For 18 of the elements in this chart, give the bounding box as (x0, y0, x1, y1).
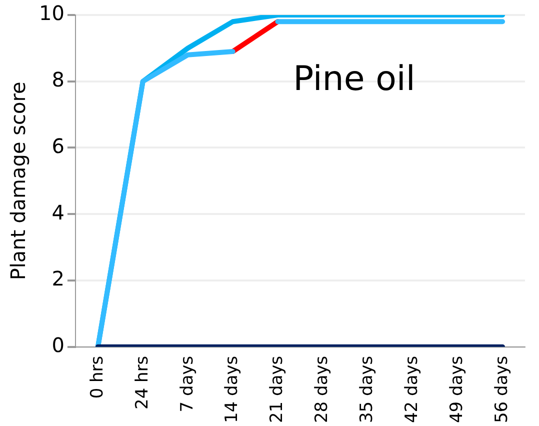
y-axis-title: Plant damage score (6, 82, 30, 280)
x-tick-label: 24 hrs (132, 356, 152, 410)
x-tick-label: 49 days (446, 356, 467, 424)
x-tick-label: 35 days (357, 356, 378, 424)
x-tick-label: 14 days (222, 356, 242, 424)
y-tick-label: 8 (52, 68, 64, 92)
y-tick-label: 10 (38, 1, 64, 26)
y-tick-label: 0 (52, 333, 64, 358)
x-tick-label: 28 days (312, 356, 332, 424)
y-tick-label: 6 (52, 134, 64, 158)
annotation: Pine oil (293, 59, 416, 100)
x-tick-label: 7 days (177, 356, 198, 412)
x-tick-label: 56 days (492, 356, 512, 424)
y-tick-label: 2 (52, 266, 64, 291)
y-tick-label: 4 (52, 200, 64, 224)
x-tick-label: 0 hrs (87, 356, 108, 399)
x-tick-label: 21 days (267, 356, 288, 424)
x-tick-label: 42 days (402, 356, 422, 424)
